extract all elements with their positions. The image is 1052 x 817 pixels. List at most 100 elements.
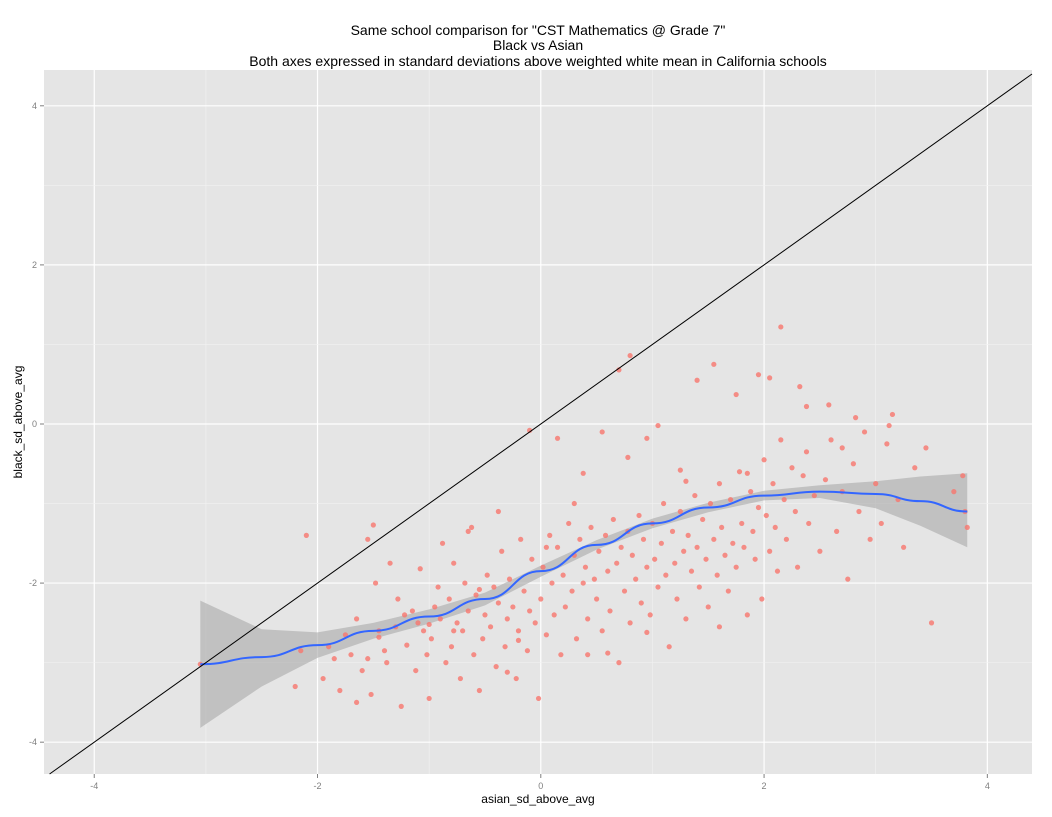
data-point <box>826 402 832 408</box>
data-point <box>504 616 510 622</box>
plot-panel <box>44 70 1032 774</box>
data-point <box>912 465 918 471</box>
data-point <box>515 637 522 643</box>
data-points-layer <box>197 324 970 709</box>
data-point <box>850 461 856 467</box>
data-point <box>797 384 803 390</box>
data-point <box>465 528 471 534</box>
data-point <box>607 608 613 614</box>
data-point <box>504 669 510 675</box>
data-point <box>692 492 698 499</box>
data-point <box>437 616 443 622</box>
data-point <box>681 548 687 554</box>
data-point <box>585 616 591 622</box>
data-point <box>703 556 709 562</box>
data-point <box>716 624 723 630</box>
data-point <box>365 536 371 542</box>
data-point <box>432 604 438 610</box>
data-point <box>446 596 452 602</box>
data-point <box>554 435 561 441</box>
data-point <box>370 522 376 528</box>
data-point <box>636 512 642 519</box>
data-point <box>448 644 455 650</box>
data-point <box>353 699 360 706</box>
data-point <box>725 588 731 594</box>
data-point <box>644 564 650 570</box>
identity-line <box>49 73 1033 775</box>
data-point <box>580 470 586 476</box>
data-point <box>420 628 427 634</box>
data-point <box>730 540 736 546</box>
data-point <box>292 683 298 690</box>
data-point <box>750 528 756 534</box>
data-point <box>426 621 432 628</box>
data-point <box>424 652 430 658</box>
data-point <box>778 324 784 330</box>
data-point <box>551 612 557 618</box>
data-point <box>755 504 762 511</box>
data-point <box>674 596 680 602</box>
data-point <box>644 435 650 441</box>
data-point <box>694 377 700 383</box>
data-point <box>867 536 873 542</box>
confidence-band <box>200 473 968 728</box>
data-point <box>878 520 884 527</box>
x-axis-title: asian_sd_above_avg <box>481 792 594 806</box>
data-point <box>409 608 416 614</box>
data-point <box>443 660 449 666</box>
chart-title: Same school comparison for "CST Mathemat… <box>249 22 826 69</box>
data-point <box>353 616 360 622</box>
data-point <box>781 496 787 503</box>
data-point <box>794 564 801 570</box>
data-point <box>529 556 535 562</box>
data-point <box>513 675 519 682</box>
data-point <box>744 470 750 476</box>
data-point <box>873 481 879 487</box>
data-point <box>964 524 970 531</box>
smooth-line <box>200 490 968 666</box>
data-point <box>605 650 611 656</box>
data-point <box>510 604 516 610</box>
data-point <box>683 478 689 484</box>
data-point <box>739 520 745 527</box>
data-point <box>772 524 778 531</box>
data-point <box>767 548 773 554</box>
data-point <box>527 427 533 433</box>
data-point <box>415 620 421 626</box>
data-point <box>532 620 538 626</box>
data-point <box>594 596 600 602</box>
data-point <box>884 441 890 447</box>
data-point <box>803 449 810 455</box>
data-point <box>719 524 725 531</box>
data-point <box>901 544 907 550</box>
data-point <box>774 568 781 574</box>
data-point <box>700 516 706 523</box>
data-point <box>476 687 482 694</box>
data-point <box>499 548 505 554</box>
data-point <box>585 652 591 658</box>
data-point <box>694 544 700 550</box>
data-point <box>543 544 549 550</box>
data-point <box>644 629 650 636</box>
data-point <box>591 576 597 582</box>
data-point <box>376 634 382 640</box>
data-point <box>580 580 586 586</box>
x-tick-label: 4 <box>985 781 990 791</box>
data-point <box>303 532 309 538</box>
data-point <box>669 528 676 534</box>
y-tick-label: -4 <box>29 737 37 747</box>
y-tick-label: 4 <box>32 101 37 111</box>
data-point <box>748 489 754 495</box>
data-point <box>923 445 929 451</box>
data-point <box>663 572 669 578</box>
data-point <box>789 465 795 471</box>
data-point <box>491 584 497 590</box>
data-point <box>752 556 758 562</box>
data-point <box>348 652 354 658</box>
data-point <box>834 528 840 534</box>
data-point <box>711 361 717 367</box>
data-point <box>716 481 723 487</box>
data-point <box>506 576 513 582</box>
data-point <box>401 612 408 618</box>
data-point <box>487 624 494 630</box>
